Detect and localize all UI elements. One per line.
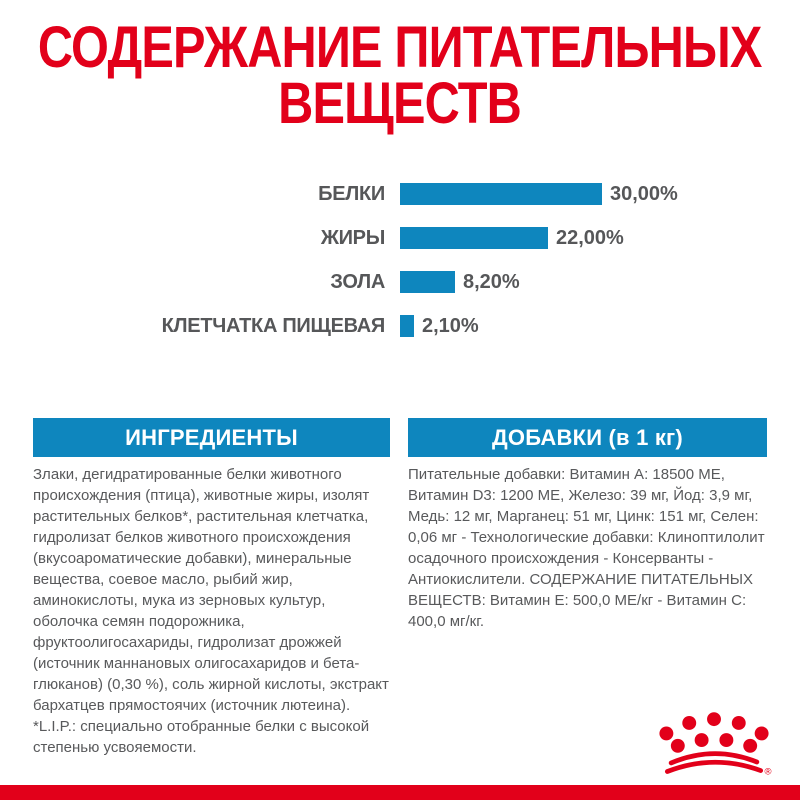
crown-dots <box>659 712 769 753</box>
footer-red-strip <box>0 785 800 800</box>
chart-category-label: ЗОЛА <box>330 270 385 293</box>
chart-category-label: КЛЕТЧАТКА ПИЩЕВАЯ <box>161 314 386 337</box>
chart-value-label: 8,20% <box>463 270 520 293</box>
lip-footnote: *L.I.P.: специально отобранные белки с в… <box>33 718 370 756</box>
additives-text-column: Питательные добавки: Витамин A: 18500 ME… <box>408 464 766 632</box>
chart-value-label: 22,00% <box>556 226 624 249</box>
ingredients-header: ИНГРЕДИЕНТЫ <box>33 418 390 457</box>
chart-row: КЛЕТЧАТКА ПИЩЕВАЯ 2,10% <box>0 315 800 337</box>
registered-trademark-icon: ® <box>764 766 771 777</box>
chart-bar <box>400 183 602 205</box>
page-title-line-2: ВЕЩЕСТВ <box>278 71 523 136</box>
chart-bar <box>400 227 548 249</box>
chart-category-label: ЖИРЫ <box>320 226 385 249</box>
chart-row: БЕЛКИ 30,00% <box>0 183 800 205</box>
additives-header: ДОБАВКИ (в 1 кг) <box>408 418 767 457</box>
nutrition-bar-chart: БЕЛКИ 30,00% ЖИРЫ 22,00% ЗОЛА 8,20% КЛЕТЧАТКА … <box>0 183 800 359</box>
chart-value-label: 30,00% <box>610 182 678 205</box>
chart-bar <box>400 315 414 337</box>
royal-canin-crown-logo: ® <box>659 712 771 777</box>
page-title: СОДЕРЖАНИЕ ПИТАТЕЛЬНЫХ ВЕЩЕСТВ <box>0 15 800 136</box>
chart-row: ЗОЛА 8,20% <box>0 271 800 293</box>
crown-arcs <box>664 751 764 774</box>
ingredients-header-label: ИНГРЕДИЕНТЫ <box>125 424 298 450</box>
additives-header-label: ДОБАВКИ (в 1 кг) <box>492 424 683 450</box>
page-title-line-1: СОДЕРЖАНИЕ ПИТАТЕЛЬНЫХ <box>38 15 762 80</box>
ingredients-text-column: Злаки, дегидратированные белки животного… <box>33 464 389 758</box>
chart-bar <box>400 271 455 293</box>
chart-value-label: 2,10% <box>422 314 479 337</box>
chart-category-label: БЕЛКИ <box>318 182 385 205</box>
ingredients-paragraph: Злаки, дегидратированные белки животного… <box>33 466 389 714</box>
chart-row: ЖИРЫ 22,00% <box>0 227 800 249</box>
additives-paragraph: Питательные добавки: Витамин A: 18500 ME… <box>408 466 765 630</box>
